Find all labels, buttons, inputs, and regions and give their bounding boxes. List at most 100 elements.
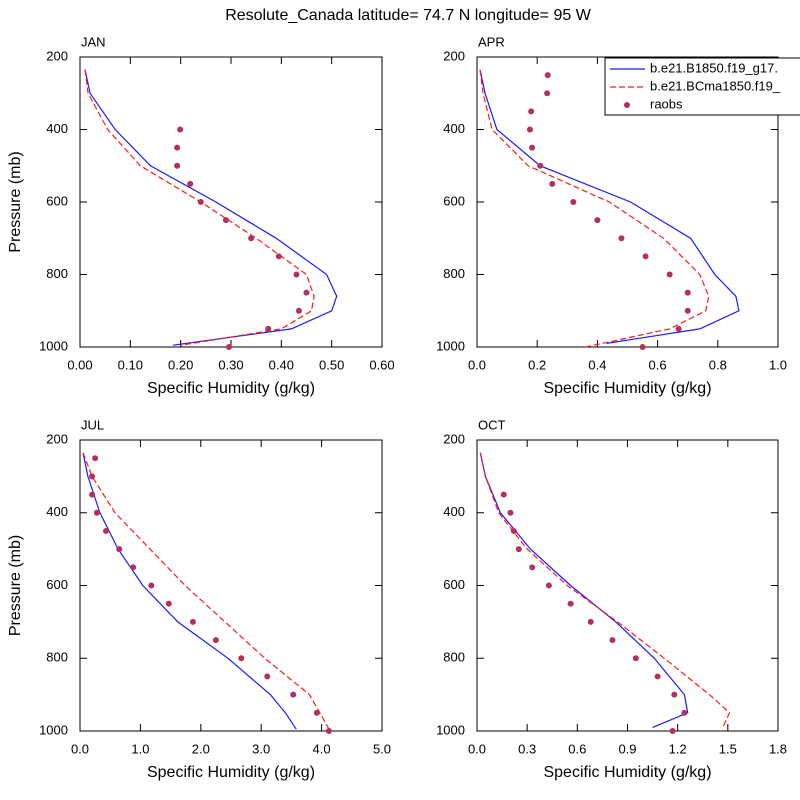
model-line [479,452,731,728]
y-tick-label: 400 [46,504,68,519]
legend-label: b.e21.BCma1850.f19_ [650,78,781,93]
raob-point [275,253,282,260]
model-line [479,69,740,344]
raob-point [537,162,544,169]
raob-point [248,235,255,242]
x-tick-label: 0.40 [269,357,294,372]
raob-point [130,564,137,571]
raob-point [669,728,676,734]
raob-point [295,307,302,314]
y-tick-label: 600 [443,577,465,592]
model-line [479,69,710,348]
x-tick-label: 0.30 [218,357,243,372]
raob-point [639,344,646,350]
y-tick-label: 200 [443,431,465,446]
x-tick-label: 0.4 [588,357,606,372]
plot-frame [79,439,383,732]
plot-frame [476,439,779,732]
x-tick-label: 0.10 [118,357,143,372]
y-axis-title: Pressure (mb) [7,535,24,636]
raob-point [174,162,181,169]
raob-point [684,307,691,314]
raob-point [93,509,100,516]
raob-point [165,600,172,607]
legend-label: raobs [650,96,683,111]
raob-point [529,564,536,571]
x-tick-label: 0.00 [67,357,92,372]
x-tick-label: 1.5 [719,741,737,756]
raob-point [102,527,109,534]
raob-point [303,289,310,296]
x-axis-title: Specific Humidity (g/kg) [543,764,711,781]
raob-point [654,673,661,680]
x-tick-label: 0.6 [568,741,586,756]
x-tick-label: 0.6 [649,357,667,372]
y-tick-label: 1000 [39,338,68,353]
raob-point [544,72,551,79]
raob-point [675,325,682,332]
x-tick-label: 0.0 [71,741,89,756]
raob-point [545,582,552,589]
model-line [82,452,331,732]
raob-point [609,637,616,644]
x-tick-label: 1.2 [669,741,687,756]
raob-point [510,527,517,534]
raob-point [89,473,96,480]
raob-point [313,709,320,716]
plot-frame [79,56,383,348]
raob-point [618,235,625,242]
model-line [84,69,315,346]
y-tick-label: 600 [46,193,68,208]
panel-title: APR [478,34,505,49]
raob-point [325,728,332,734]
x-axis-title: Specific Humidity (g/kg) [147,380,315,397]
raob-point [594,217,601,224]
raob-point [225,344,232,350]
raob-point [507,509,514,516]
raob-point [526,126,533,133]
x-tick-label: 0.20 [168,357,193,372]
raob-point [197,199,204,205]
y-tick-label: 600 [46,577,68,592]
raob-point [293,271,300,278]
raob-point [222,217,229,224]
raob-point [189,618,196,625]
figure-title: Resolute_Canada latitude= 74.7 N longitu… [225,7,591,24]
raob-point [174,144,181,151]
y-tick-label: 200 [46,48,68,63]
model-line [84,69,338,346]
x-axis-title: Specific Humidity (g/kg) [147,764,315,781]
raob-point [238,655,245,662]
y-axis-title: Pressure (mb) [7,151,24,252]
x-tick-label: 0.50 [319,357,344,372]
raob-point [515,546,522,553]
raob-point [681,709,688,716]
legend-label: b.e21.B1850.f19_g17. [650,60,778,75]
raob-point [684,289,691,296]
y-tick-label: 200 [46,431,68,446]
y-tick-label: 600 [443,193,465,208]
raob-point [500,491,507,498]
x-axis-title: Specific Humidity (g/kg) [543,380,711,397]
x-tick-label: 4.0 [313,741,331,756]
y-tick-label: 1000 [39,722,68,737]
x-tick-label: 2.0 [192,741,210,756]
raob-point [265,325,272,332]
raob-point [544,90,551,97]
panel-title: OCT [478,417,506,432]
y-tick-label: 800 [443,266,465,281]
y-tick-label: 400 [443,121,465,136]
x-tick-label: 0.2 [528,357,546,372]
x-tick-label: 0.3 [518,741,536,756]
raob-point [587,618,594,625]
raob-point [528,108,535,115]
x-tick-label: 1.8 [769,741,787,756]
raob-point [529,144,536,151]
x-tick-label: 1.0 [769,357,787,372]
raob-point [549,180,556,187]
y-tick-label: 400 [46,121,68,136]
y-tick-label: 1000 [436,338,465,353]
y-tick-label: 800 [46,266,68,281]
raob-point [116,546,123,553]
